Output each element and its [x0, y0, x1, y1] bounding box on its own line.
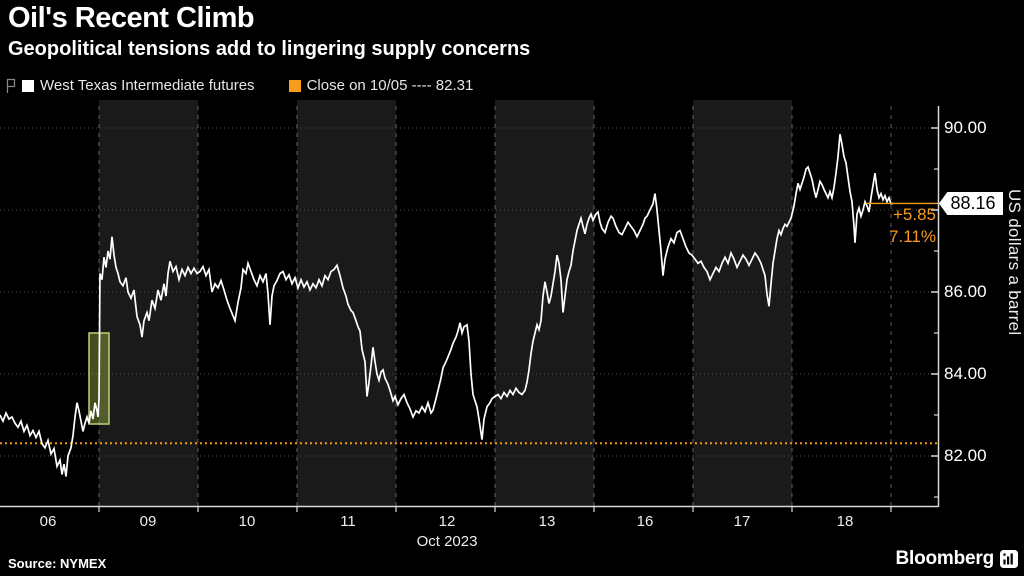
page-title: Oil's Recent Climb: [8, 2, 255, 34]
x-axis-label: 12: [438, 513, 456, 530]
x-axis-caption: Oct 2023: [416, 533, 478, 550]
x-axis-label: 11: [340, 513, 356, 530]
last-price-tag: 88.16: [939, 192, 1003, 215]
day-shade-band: [99, 100, 198, 507]
series1-label: West Texas Intermediate futures: [40, 77, 255, 94]
annotation-flag-icon: [6, 78, 16, 94]
series2-label: Close on 10/05 ---- 82.31: [306, 77, 474, 94]
x-axis-label: 18: [836, 513, 854, 530]
bloomberg-logo-icon: [1000, 550, 1018, 568]
series1-swatch-icon: [22, 79, 34, 92]
price-change: +5.85: [892, 205, 936, 224]
legend: West Texas Intermediate futures Close on…: [6, 77, 473, 94]
brand-mark: Bloomberg: [896, 548, 1018, 570]
price-line: [0, 134, 894, 477]
brand-name: Bloomberg: [895, 548, 995, 569]
day-shade-band: [495, 100, 594, 507]
y-axis-label: 90.00: [944, 118, 987, 137]
y-axis-label: 84.00: [944, 364, 987, 383]
plot-area: [0, 100, 948, 512]
source-note: Source: NYMEX: [8, 556, 107, 571]
day-shade-band: [693, 100, 792, 507]
y-axis-label: 86.00: [944, 282, 987, 301]
y-axis-label: 82.00: [944, 446, 987, 465]
day-shade-band: [297, 100, 396, 507]
x-axis-label: 13: [538, 513, 556, 530]
x-axis-label: 10: [238, 513, 256, 530]
x-axis-label: 16: [636, 513, 654, 530]
x-axis-label: 06: [39, 513, 57, 530]
x-axis-label: 09: [139, 513, 157, 530]
y-axis-title: US dollars a barrel: [1005, 188, 1024, 336]
series2-swatch-icon: [288, 79, 301, 92]
price-change-pct: 7.11%: [889, 227, 936, 246]
page-subtitle: Geopolitical tensions add to lingering s…: [8, 38, 531, 60]
x-axis-label: 17: [733, 513, 751, 530]
price-chart: [0, 100, 940, 512]
